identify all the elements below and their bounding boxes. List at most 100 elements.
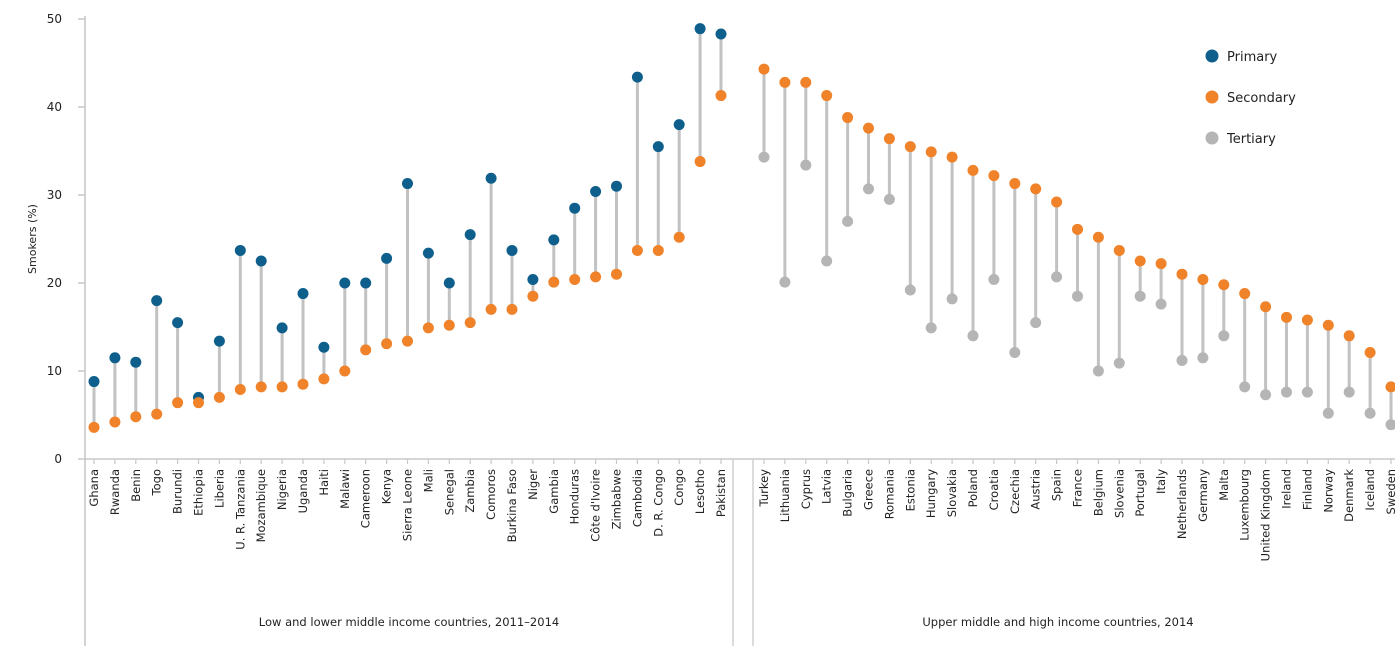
point-secondary-burkina-faso bbox=[506, 303, 518, 315]
point-secondary-lesotho bbox=[694, 156, 706, 168]
category-label-estonia: Estonia bbox=[903, 469, 917, 511]
category-label-u-r-tanzania: U. R. Tanzania bbox=[233, 469, 247, 550]
point-primary-liberia bbox=[213, 335, 225, 347]
y-axis-title: Smokers (%) bbox=[26, 204, 39, 274]
category-label-benin: Benin bbox=[129, 469, 143, 502]
point-secondary-ireland bbox=[1281, 311, 1292, 323]
legend-marker-tertiary bbox=[1205, 131, 1219, 145]
point-primary-nigeria bbox=[276, 322, 288, 334]
legend-marker-secondary bbox=[1205, 90, 1219, 104]
point-secondary-spain bbox=[1051, 196, 1063, 208]
category-label-congo: Congo bbox=[672, 469, 686, 506]
axes: Smokers (%) 0 10 20 30 40 50 bbox=[26, 12, 1395, 646]
category-label-italy: Italy bbox=[1154, 469, 1168, 494]
point-primary-congo bbox=[673, 119, 685, 131]
point-primary-cote-d-ivoire bbox=[590, 185, 602, 197]
category-label-burundi: Burundi bbox=[171, 469, 185, 514]
point-secondary-united-kingdom bbox=[1260, 301, 1272, 313]
point-secondary-iceland bbox=[1364, 347, 1376, 359]
point-secondary-liberia bbox=[213, 391, 225, 403]
point-primary-u-r-tanzania bbox=[234, 244, 246, 256]
group-label: Low and lower middle income countries, 2… bbox=[259, 615, 559, 629]
point-primary-burundi bbox=[172, 317, 184, 329]
point-secondary-malawi bbox=[339, 365, 351, 377]
point-primary-zambia bbox=[464, 229, 476, 241]
point-primary-d-r-congo bbox=[652, 141, 664, 153]
legend-marker-primary bbox=[1205, 49, 1219, 63]
point-secondary-luxembourg bbox=[1239, 288, 1251, 300]
point-primary-uganda bbox=[297, 288, 309, 300]
point-secondary-norway bbox=[1322, 319, 1334, 331]
point-secondary-slovenia bbox=[1113, 244, 1125, 256]
category-label-honduras: Honduras bbox=[568, 469, 582, 524]
connectors bbox=[92, 28, 1393, 428]
point-secondary-zambia bbox=[464, 317, 476, 329]
point-tertiary-italy bbox=[1155, 298, 1167, 310]
y-tick-label: 0 bbox=[54, 452, 62, 466]
point-primary-benin bbox=[130, 356, 142, 368]
point-tertiary-greece bbox=[863, 183, 874, 195]
point-secondary-portugal bbox=[1134, 255, 1146, 267]
point-secondary-latvia bbox=[821, 90, 833, 102]
category-label-nigeria: Nigeria bbox=[275, 469, 289, 510]
point-secondary-cambodia bbox=[631, 244, 643, 256]
category-label-slovenia: Slovenia bbox=[1112, 469, 1126, 518]
point-primary-mali bbox=[422, 247, 434, 259]
category-label-cambodia: Cambodia bbox=[630, 469, 644, 527]
point-tertiary-romania bbox=[883, 193, 895, 205]
category-label-netherlands: Netherlands bbox=[1175, 469, 1189, 539]
point-tertiary-finland bbox=[1301, 386, 1313, 398]
point-secondary-czechia bbox=[1009, 178, 1021, 190]
point-primary-comoros bbox=[485, 172, 497, 184]
point-secondary-bulgaria bbox=[842, 112, 854, 124]
category-label-france: France bbox=[1071, 469, 1085, 507]
category-label-liberia: Liberia bbox=[212, 469, 226, 508]
category-label-cameroon: Cameroon bbox=[359, 469, 373, 528]
point-secondary-hungary bbox=[925, 146, 937, 158]
category-label-turkey: Turkey bbox=[757, 469, 771, 508]
point-tertiary-france bbox=[1072, 290, 1083, 302]
point-secondary-u-r-tanzania bbox=[234, 383, 246, 395]
point-tertiary-denmark bbox=[1343, 386, 1355, 398]
point-secondary-ethiopia bbox=[193, 397, 204, 409]
category-label-rwanda: Rwanda bbox=[108, 469, 122, 515]
point-primary-lesotho bbox=[694, 23, 706, 35]
point-primary-togo bbox=[151, 295, 163, 307]
point-tertiary-slovakia bbox=[946, 293, 958, 305]
point-secondary-denmark bbox=[1343, 330, 1355, 342]
category-label-latvia: Latvia bbox=[820, 469, 834, 504]
legend-label-tertiary: Tertiary bbox=[1226, 132, 1276, 147]
category-label-uganda: Uganda bbox=[296, 469, 310, 513]
y-tick-label: 50 bbox=[47, 12, 62, 26]
point-primary-zimbabwe bbox=[611, 180, 622, 192]
category-label-malawi: Malawi bbox=[338, 469, 352, 509]
category-label-mozambique: Mozambique bbox=[254, 469, 268, 542]
category-label-austria: Austria bbox=[1029, 469, 1043, 510]
category-label-czechia: Czechia bbox=[1008, 469, 1022, 514]
point-tertiary-latvia bbox=[821, 255, 833, 267]
category-label-mali: Mali bbox=[421, 469, 435, 492]
point-primary-rwanda bbox=[109, 352, 121, 364]
point-secondary-slovakia bbox=[946, 151, 958, 163]
point-tertiary-netherlands bbox=[1176, 354, 1188, 366]
category-label-malta: Malta bbox=[1217, 469, 1231, 501]
point-tertiary-belgium bbox=[1092, 365, 1104, 377]
point-tertiary-hungary bbox=[925, 322, 937, 334]
category-label-niger: Niger bbox=[526, 469, 540, 500]
point-tertiary-poland bbox=[967, 330, 979, 342]
point-secondary-ghana bbox=[88, 421, 100, 433]
point-primary-ghana bbox=[88, 376, 100, 388]
point-primary-mozambique bbox=[255, 255, 267, 267]
point-secondary-d-r-congo bbox=[652, 244, 664, 256]
category-label-cote-d-ivoire: Côte d'Ivoire bbox=[589, 469, 603, 542]
point-secondary-netherlands bbox=[1176, 268, 1188, 280]
point-secondary-germany bbox=[1197, 273, 1209, 285]
point-tertiary-germany bbox=[1197, 352, 1209, 364]
point-secondary-togo bbox=[151, 408, 163, 420]
category-label-finland: Finland bbox=[1300, 469, 1314, 510]
legend-label-secondary: Secondary bbox=[1227, 91, 1296, 106]
point-secondary-congo bbox=[673, 231, 685, 243]
category-label-burkina-faso: Burkina Faso bbox=[505, 469, 519, 542]
y-tick-label: 10 bbox=[47, 364, 62, 378]
